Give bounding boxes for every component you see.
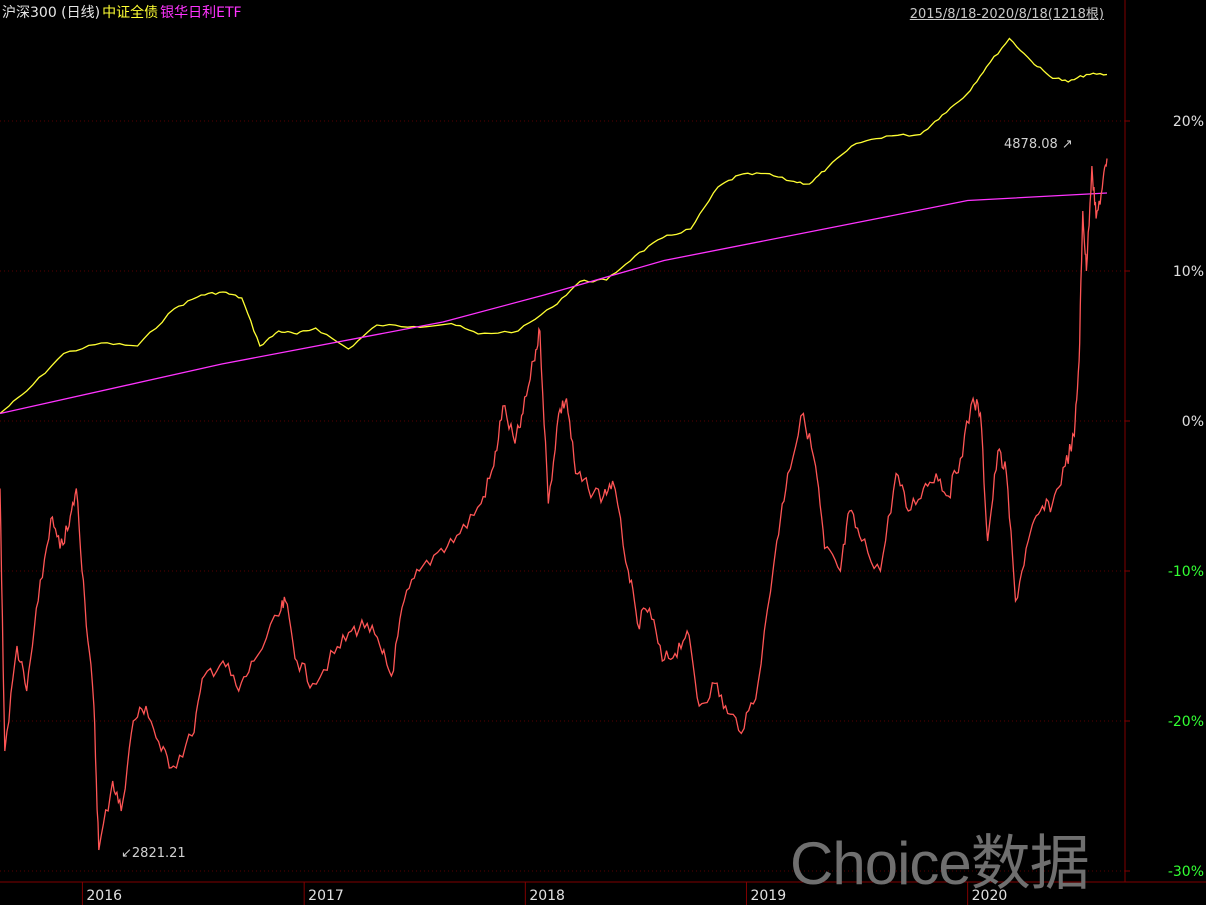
series-line [0,158,1108,851]
high-annotation: 4878.08 ↗ [1004,137,1073,152]
watermark: Choice数据 [790,830,1090,897]
legend-hs300: 沪深300 (日线) [2,5,101,21]
x-tick-label: 2017 [308,888,344,904]
x-tick-label: 2019 [750,888,786,904]
low-annotation: ↙2821.21 [121,846,186,861]
date-range[interactable]: 2015/8/18-2020/8/18(1218根) [909,7,1104,22]
x-tick-label: 2016 [86,888,122,904]
legend: 沪深300 (日线) 中证全债 银华日利ETF [2,2,244,22]
x-tick-label: 2018 [529,888,565,904]
y-tick-label: 10% [1173,264,1204,280]
arrow-up-right-icon: ↗ [1057,137,1073,152]
arrow-down-left-icon: ↙ [121,846,132,861]
grid-lines [0,120,1125,872]
y-tick-label: -30% [1168,864,1204,880]
legend-bond-index: 中证全债 [102,5,159,21]
y-tick-label: -20% [1168,714,1204,730]
low-value: 2821.21 [131,846,186,861]
series-lines [0,37,1108,851]
x-axis: 2016 2017 2018 2019 2020 [0,881,1206,905]
legend-etf: 银华日利ETF [160,5,242,21]
y-tick-label: -10% [1168,564,1204,580]
series-line [0,37,1108,414]
y-axis: 20% 10% 0% -10% -20% -30% [1124,0,1204,882]
x-tick-label: 2020 [972,888,1008,904]
series-line [0,192,1108,415]
y-tick-label: 0% [1182,414,1204,430]
high-value: 4878.08 [1004,137,1058,152]
y-tick-label: 20% [1173,114,1204,130]
